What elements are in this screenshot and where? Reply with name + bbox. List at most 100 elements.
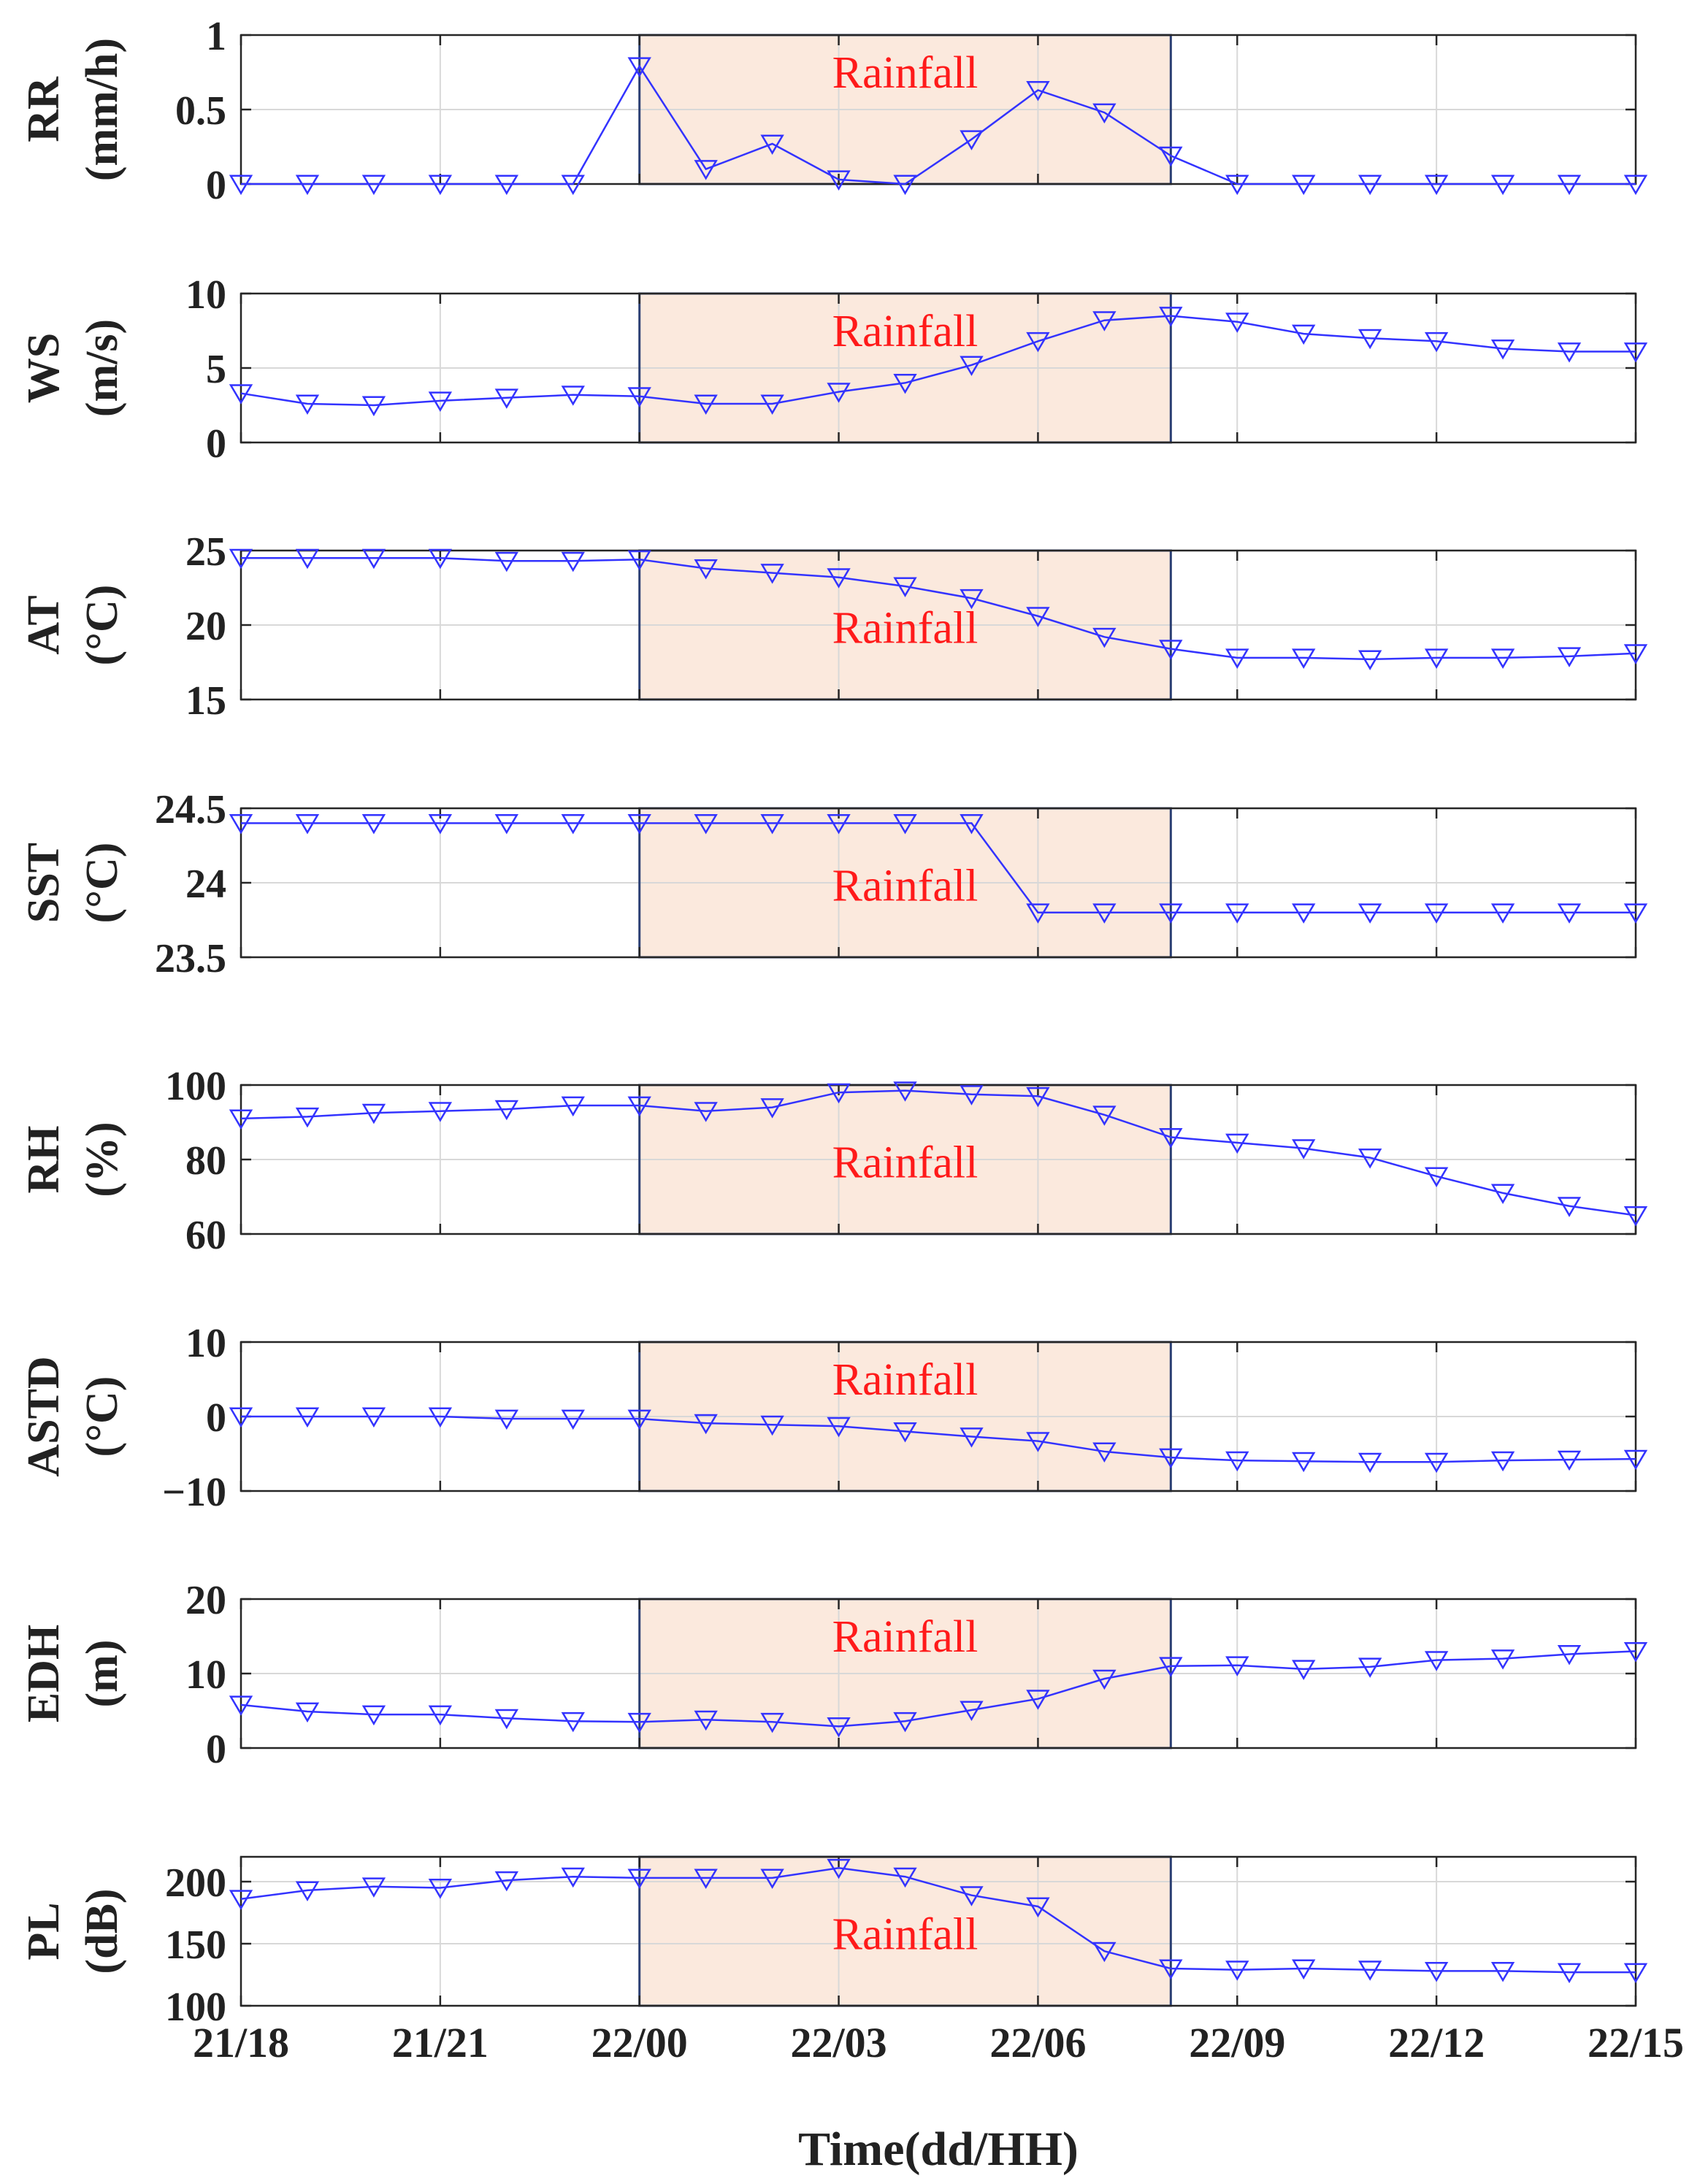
x-tick-label: 22/12 [1388, 2019, 1485, 2066]
edh-point [229, 1695, 253, 1716]
sst-ylabel-unit: (°C) [77, 843, 127, 924]
astd-ytick-label: 10 [185, 1321, 226, 1366]
rh-ylabel-name: RH [19, 1126, 69, 1194]
x-tick-label: 21/21 [392, 2019, 489, 2066]
at-point [229, 548, 253, 570]
astd-point [1424, 1452, 1449, 1473]
rh-point [494, 1100, 518, 1121]
sst-point [760, 813, 784, 835]
edh-point [494, 1709, 518, 1730]
ws-ylabel-unit: (m/s) [77, 319, 127, 417]
rh-point [893, 1081, 917, 1102]
rr-point [1292, 175, 1316, 196]
rh-point [1159, 1127, 1183, 1149]
ws-point [1358, 329, 1382, 350]
at-series-line [241, 556, 1636, 661]
rr-point [1159, 146, 1183, 167]
sst-point [1490, 903, 1515, 924]
rh-point [1490, 1184, 1515, 1204]
pl-point [627, 1868, 651, 1889]
sst-point [229, 813, 253, 835]
rh-ylabel-unit: (%) [77, 1122, 127, 1197]
ws-point [1623, 342, 1648, 363]
edh-point [1225, 1656, 1249, 1676]
at-point [1292, 648, 1316, 669]
rr-ytick-label: 1 [206, 14, 226, 59]
pl-point [893, 1867, 917, 1888]
edh-point [960, 1701, 984, 1722]
rh-point [1557, 1197, 1582, 1217]
astd-point [960, 1427, 984, 1448]
pl-axes-frame [240, 1855, 1637, 2007]
x-tick-label: 22/03 [791, 2019, 887, 2066]
rh-point [1292, 1139, 1316, 1160]
astd-rainfall-label: Rainfall [832, 1355, 979, 1405]
sst-ylabel-name: SST [19, 843, 69, 923]
rr-point [1026, 81, 1050, 101]
rr-point [361, 175, 386, 196]
ws-point [361, 396, 386, 417]
sst-rainfall-label: Rainfall [832, 861, 979, 911]
edh-point [1092, 1669, 1117, 1690]
sst-ytick-label: 23.5 [155, 936, 226, 981]
at-point [1490, 648, 1515, 669]
ws-point [1490, 340, 1515, 360]
edh-point [827, 1717, 851, 1738]
astd-point [295, 1407, 320, 1428]
edh-point [428, 1705, 453, 1726]
pl-point [428, 1879, 453, 1899]
edh-point [1292, 1660, 1316, 1680]
ws-point [1557, 342, 1582, 363]
astd-point [760, 1415, 784, 1436]
edh-point [1557, 1645, 1582, 1666]
ws-point [627, 387, 651, 407]
ws-point [760, 394, 784, 415]
at-point [827, 568, 851, 589]
edh-ylabel-unit: (m) [77, 1640, 127, 1708]
pl-point [1623, 1963, 1648, 1984]
astd-point [1623, 1449, 1648, 1471]
sst-point [694, 813, 718, 835]
x-tick-label: 21/18 [193, 2019, 289, 2066]
at-ylabel-unit: (°C) [77, 585, 127, 666]
ws-ytick-label: 5 [206, 347, 226, 392]
astd-ytick-label: −10 [162, 1470, 226, 1515]
at-point [295, 548, 320, 570]
edh-rainfall-label: Rainfall [832, 1612, 979, 1662]
sst-point [295, 813, 320, 835]
pl-rainfall-label: Rainfall [832, 1909, 979, 1959]
astd-point [694, 1414, 718, 1435]
astd-point [229, 1407, 253, 1428]
ws-point [960, 356, 984, 376]
rr-point [1225, 175, 1249, 196]
ws-point [893, 373, 917, 394]
sst-point [627, 813, 651, 835]
at-point [1424, 648, 1449, 669]
pl-point [1358, 1960, 1382, 1981]
edh-point [1424, 1651, 1449, 1671]
rr-point [1358, 175, 1382, 196]
pl-ytick-label: 200 [165, 1860, 226, 1906]
pl-ylabel-name: PL [19, 1902, 69, 1960]
pl-point [1292, 1959, 1316, 1980]
rr-series-line [241, 64, 1636, 185]
at-point [1092, 627, 1117, 648]
edh-point [893, 1712, 917, 1733]
at-point [1358, 650, 1382, 670]
edh-point [627, 1712, 651, 1733]
rh-point [561, 1096, 585, 1117]
sst-ytick-label: 24.5 [155, 787, 226, 832]
pl-point [1490, 1961, 1515, 1982]
x-tick-label: 22/00 [591, 2019, 688, 2066]
at-point [960, 589, 984, 610]
ws-ylabel-name: WS [19, 333, 69, 403]
pl-point [1225, 1960, 1249, 1981]
ws-point [229, 384, 253, 405]
rr-point [827, 170, 851, 191]
sst-point [1623, 903, 1648, 924]
x-tick-label: 22/15 [1588, 2019, 1684, 2066]
sst-point [1424, 903, 1449, 924]
at-point [1557, 647, 1582, 667]
rh-point [295, 1107, 320, 1128]
pl-point [1159, 1959, 1183, 1980]
